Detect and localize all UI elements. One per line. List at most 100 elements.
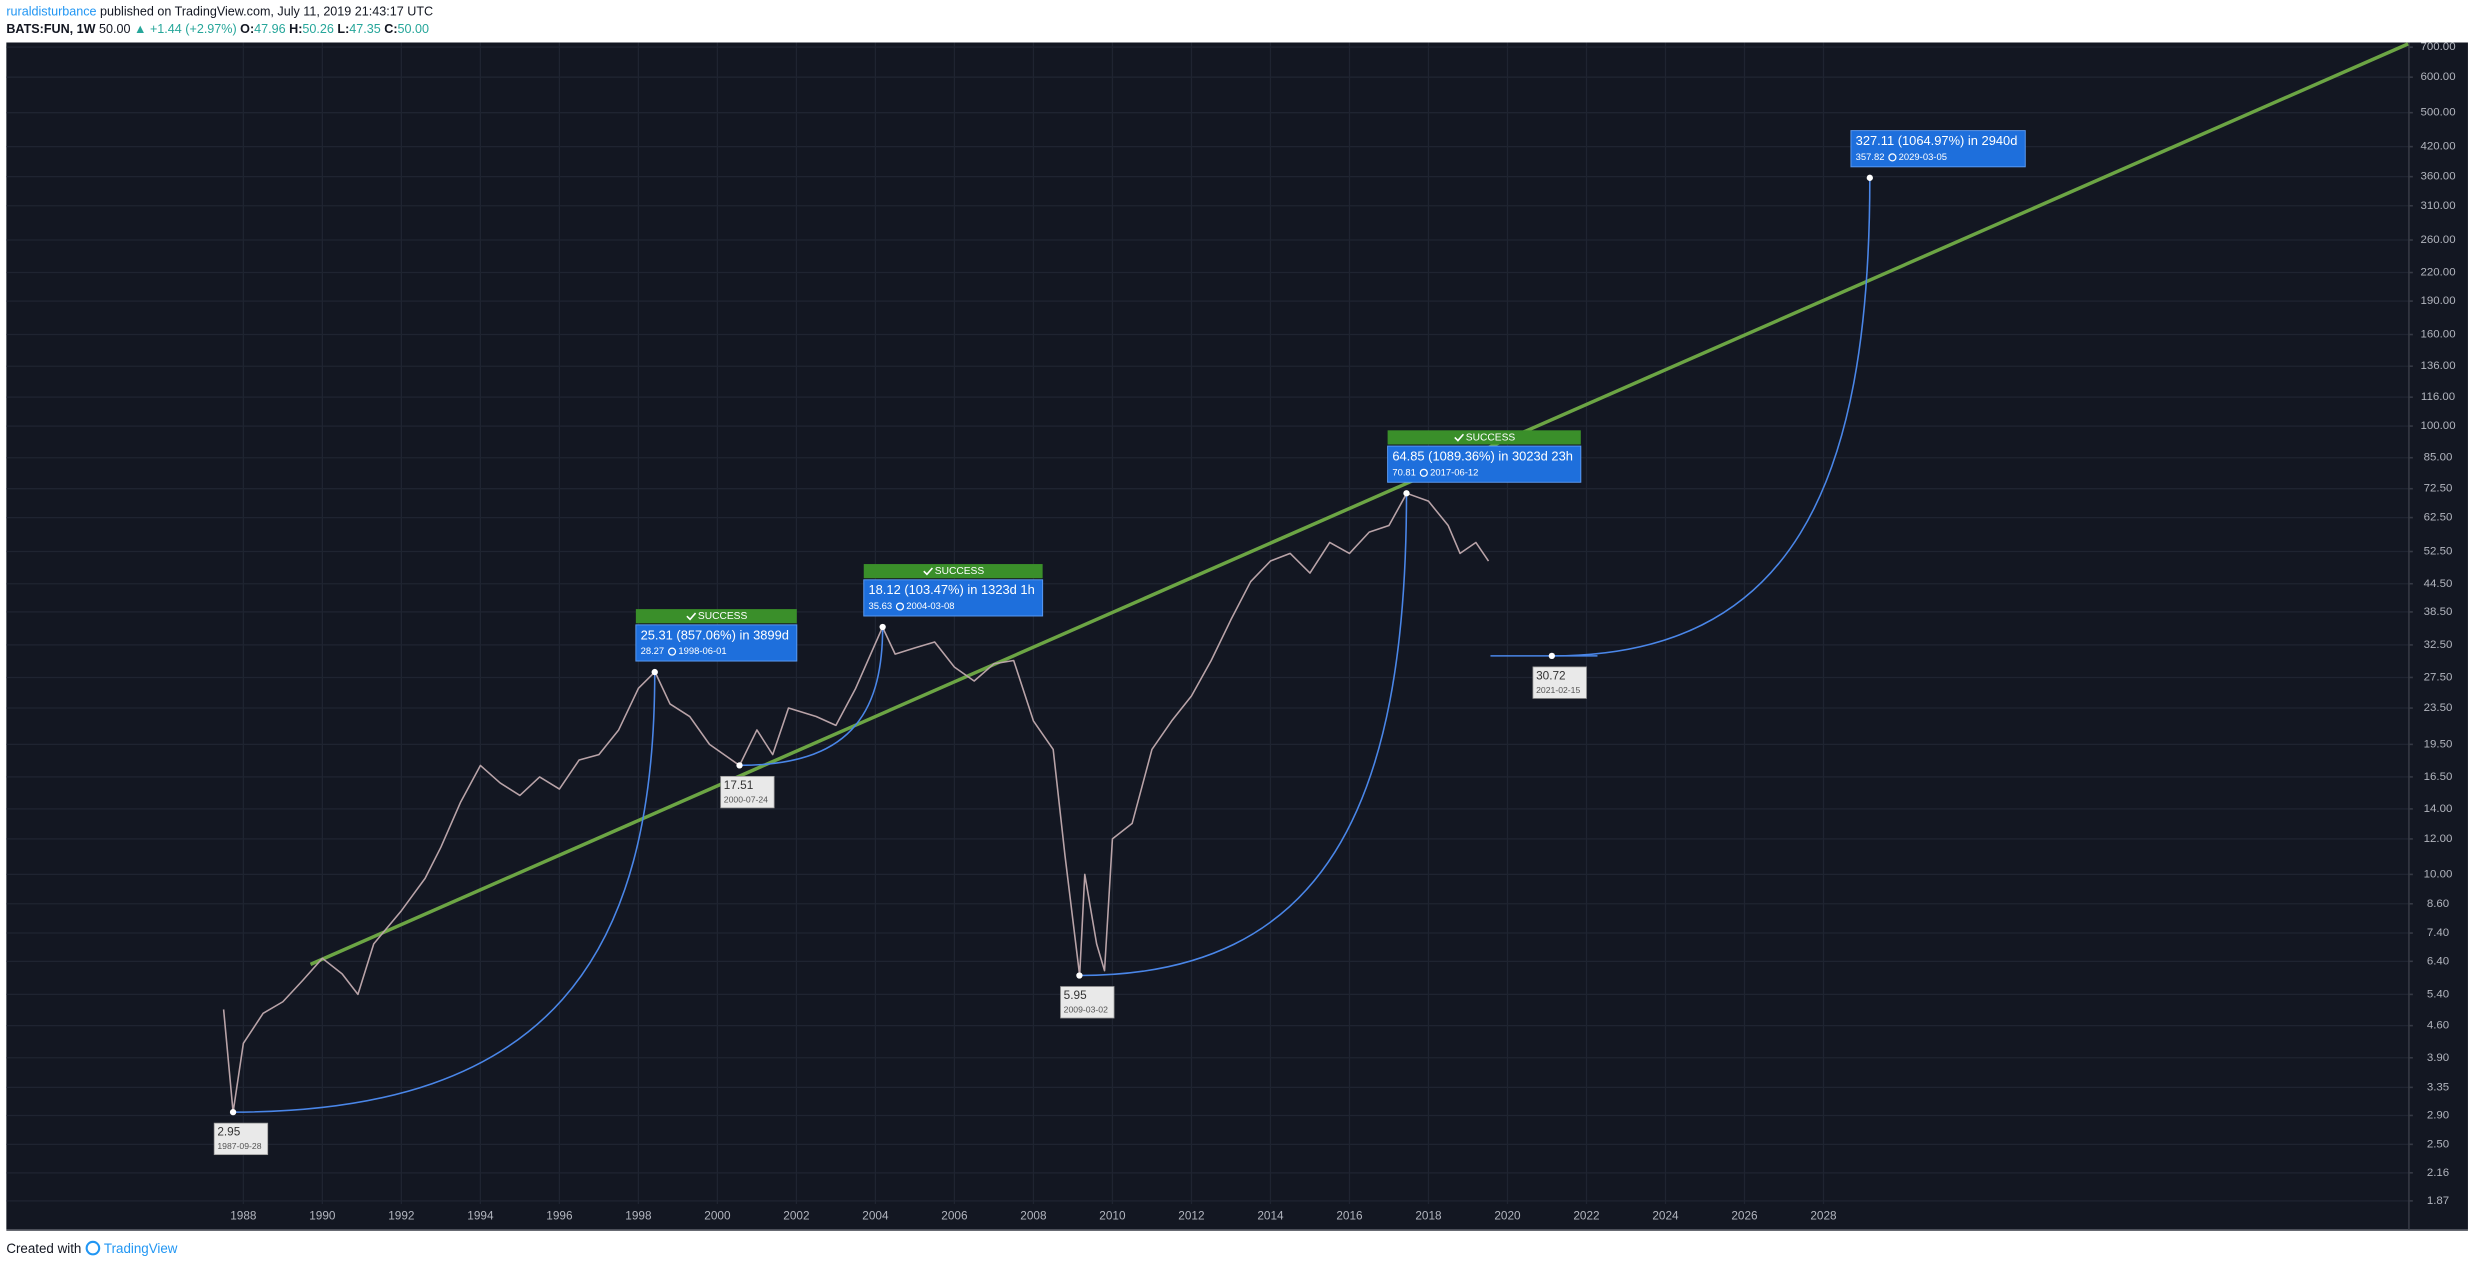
y-tick-label: 700.00 bbox=[2420, 41, 2455, 53]
y-tick-label: 136.00 bbox=[2420, 360, 2455, 372]
start-value: 17.51 bbox=[724, 778, 754, 792]
x-tick-label: 1994 bbox=[467, 1209, 494, 1223]
change-label: 25.31 (857.06%) in 3899d bbox=[641, 627, 789, 642]
y-tick-label: 3.35 bbox=[2427, 1081, 2449, 1093]
ohlc-label: O: bbox=[240, 22, 254, 36]
y-tick-label: 500.00 bbox=[2420, 107, 2455, 119]
end-date: 1998-06-01 bbox=[678, 646, 726, 657]
y-tick-label: 7.40 bbox=[2427, 927, 2449, 939]
start-date: 2021-02-15 bbox=[1536, 685, 1580, 695]
end-value: 357.82 bbox=[1856, 152, 1885, 163]
header-line-1: ruraldisturbance published on TradingVie… bbox=[6, 5, 433, 19]
brand-logo bbox=[85, 1240, 101, 1256]
y-tick-label: 420.00 bbox=[2420, 141, 2455, 153]
y-tick-label: 220.00 bbox=[2420, 267, 2455, 279]
end-value: 70.81 bbox=[1392, 467, 1416, 478]
y-tick-label: 14.00 bbox=[2424, 803, 2453, 815]
end-value: 35.63 bbox=[868, 601, 892, 612]
status-label: SUCCESS bbox=[935, 566, 985, 577]
y-tick-label: 8.60 bbox=[2427, 898, 2449, 910]
end-label-box bbox=[863, 579, 1044, 617]
x-tick-label: 2006 bbox=[941, 1209, 968, 1223]
y-tick-label: 360.00 bbox=[2420, 171, 2455, 183]
y-tick-label: 2.50 bbox=[2427, 1138, 2449, 1150]
check-icon bbox=[686, 612, 697, 621]
start-date: 1987-09-28 bbox=[217, 1141, 261, 1151]
end-label-box bbox=[635, 624, 798, 662]
x-tick-label: 2010 bbox=[1099, 1209, 1126, 1223]
x-tick-label: 2020 bbox=[1494, 1209, 1521, 1223]
y-tick-label: 116.00 bbox=[2421, 391, 2455, 403]
measure-curve bbox=[739, 627, 884, 767]
x-tick-label: 2024 bbox=[1652, 1209, 1679, 1223]
x-tick-label: 2008 bbox=[1020, 1209, 1047, 1223]
author: ruraldisturbance bbox=[6, 5, 96, 19]
status-box bbox=[1387, 430, 1581, 445]
footer-brand[interactable]: TradingView bbox=[104, 1241, 178, 1256]
end-label-box bbox=[1387, 445, 1582, 483]
y-tick-label: 85.00 bbox=[2424, 452, 2453, 464]
x-tick-label: 2022 bbox=[1573, 1209, 1599, 1223]
start-label-box bbox=[1060, 986, 1115, 1019]
clock-icon bbox=[667, 647, 677, 656]
y-tick-label: 52.50 bbox=[2424, 546, 2453, 558]
trend-line bbox=[309, 42, 2409, 966]
measure-curve bbox=[1079, 493, 1408, 977]
measurement: 30.72 2021-02-15 327.11 (1064.97%) in 2940… bbox=[1490, 130, 2026, 699]
change-label: 18.12 (103.47%) in 1323d 1h bbox=[868, 582, 1034, 597]
y-tick-label: 32.50 bbox=[2424, 639, 2453, 651]
measure-start bbox=[1076, 972, 1083, 979]
measure-start bbox=[736, 762, 743, 769]
check-icon bbox=[923, 567, 934, 576]
y-tick-label: 19.50 bbox=[2424, 738, 2453, 750]
footer-prefix: Created with bbox=[6, 1241, 81, 1256]
status-box bbox=[635, 609, 797, 624]
y-tick-label: 5.40 bbox=[2427, 988, 2449, 1000]
ohlc-value: 50.26 bbox=[302, 22, 333, 36]
y-tick-label: 100.00 bbox=[2420, 420, 2455, 432]
measurement: 17.51 2000-07-24 18.12 (103.47%) in 1323d … bbox=[720, 564, 1044, 809]
y-tick-label: 62.50 bbox=[2424, 512, 2453, 524]
y-tick-label: 4.60 bbox=[2427, 1020, 2449, 1032]
clock-icon bbox=[1888, 153, 1897, 162]
start-label-box bbox=[213, 1122, 269, 1156]
last-price: 50.00 bbox=[99, 22, 130, 36]
end-date: 2017-06-12 bbox=[1430, 467, 1478, 478]
y-tick-label: 260.00 bbox=[2420, 234, 2455, 246]
x-tick-label: 1996 bbox=[546, 1209, 573, 1223]
chart-background bbox=[6, 42, 2468, 1230]
y-tick-label: 6.40 bbox=[2427, 955, 2449, 967]
measure-end bbox=[651, 668, 658, 676]
ohlc-value: 47.35 bbox=[349, 22, 380, 36]
measure-end bbox=[1403, 490, 1410, 497]
measurement: 2.95 1987-09-28 25.31 (857.06%) in 3899d 28… bbox=[213, 609, 798, 1156]
y-tick-label: 600.00 bbox=[2420, 71, 2455, 83]
clock-icon bbox=[895, 602, 905, 611]
change: ▲ +1.44 (+2.97%) bbox=[134, 22, 237, 36]
check-icon bbox=[1454, 433, 1465, 442]
x-tick-label: 2002 bbox=[783, 1209, 809, 1223]
y-tick-label: 10.00 bbox=[2424, 868, 2453, 880]
end-date: 2029-03-05 bbox=[1899, 152, 1947, 163]
y-tick-label: 2.90 bbox=[2427, 1109, 2449, 1121]
plot: 700.00 600.00 500.00 420.00 360.00 310.00 260.… bbox=[6, 41, 2456, 1223]
measure-start bbox=[229, 1108, 237, 1116]
y-tick-label: 1.87 bbox=[2427, 1195, 2449, 1207]
price-line bbox=[222, 492, 1490, 1113]
ohlc-label: L: bbox=[337, 22, 349, 36]
x-tick-label: 2018 bbox=[1415, 1209, 1442, 1223]
y-tick-label: 23.50 bbox=[2424, 702, 2453, 714]
x-tick-label: 1988 bbox=[230, 1209, 257, 1223]
measure-curve bbox=[1551, 177, 1871, 657]
change-label: 327.11 (1064.97%) in 2940d bbox=[1856, 133, 2018, 148]
end-value: 28.27 bbox=[641, 646, 665, 657]
measure-curve bbox=[233, 672, 656, 1113]
status-label: SUCCESS bbox=[1466, 432, 1516, 443]
start-value: 30.72 bbox=[1536, 668, 1566, 682]
y-tick-label: 38.50 bbox=[2424, 606, 2453, 618]
measure-end bbox=[1866, 174, 1873, 181]
x-tick-label: 2000 bbox=[704, 1209, 731, 1223]
ohlc-label: C: bbox=[384, 22, 397, 36]
y-tick-label: 72.50 bbox=[2424, 483, 2453, 495]
